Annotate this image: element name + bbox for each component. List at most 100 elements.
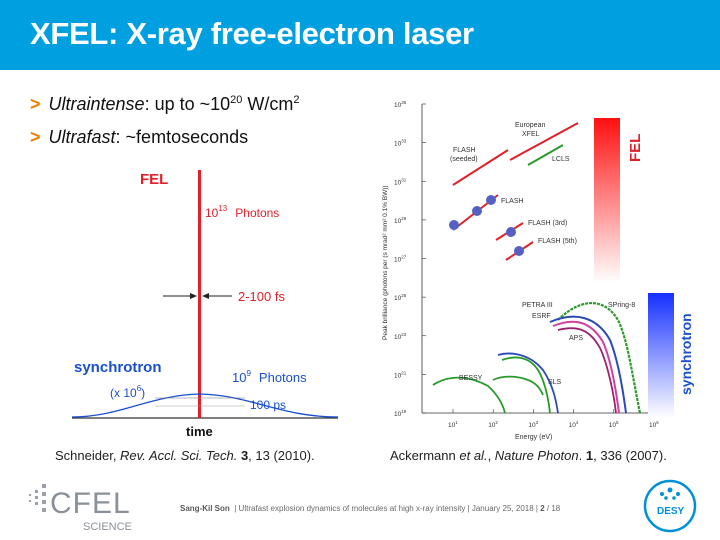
- sync-scale-text: (x 10: [110, 386, 137, 400]
- bullet-text: : ~femtoseconds: [115, 127, 249, 147]
- sync-photons-exp: 9: [246, 369, 251, 378]
- footer-sep: |: [465, 504, 472, 513]
- citation-rest: .: [578, 448, 586, 463]
- citation-left: Schneider, Rev. Accl. Sci. Tech. 3, 13 (…: [55, 448, 315, 463]
- sync-scale-exp: 6: [137, 384, 142, 393]
- footer-author: Sang-Kil Son: [180, 504, 230, 513]
- citation-rest2: , 336 (2007).: [593, 448, 667, 463]
- x-tick-label: 105: [609, 420, 619, 429]
- bullet-ultraintense: > Ultraintense: up to ~1020 W/cm2: [30, 94, 300, 115]
- y-tick-label: 1019: [394, 409, 407, 418]
- fel-duration-label: 2-100 fs: [238, 289, 285, 304]
- bullet-exponent: 20: [230, 94, 243, 106]
- fel-photons-word: Photons: [235, 206, 279, 220]
- title-bar: XFEL: X-ray free-electron laser: [0, 0, 720, 70]
- bullet-term: Ultrafast: [48, 127, 116, 147]
- flash-label: FLASH: [501, 198, 524, 205]
- chart-y-axis-label: Peak brilliance (photons per (s mrad² mm…: [382, 185, 389, 340]
- cfel-logo-text: CFEL: [50, 487, 131, 520]
- citation-rest: , 13 (2010).: [248, 448, 315, 463]
- sync-duration-label: 100 ps: [250, 398, 286, 412]
- flash-point: [486, 195, 496, 205]
- flash-point: [472, 206, 482, 216]
- flash-seeded-line: [452, 149, 509, 186]
- footer-page: 2: [540, 504, 545, 513]
- sls-curve: [492, 375, 544, 396]
- lcls-line: [527, 144, 564, 166]
- citation-etal: et al.: [459, 448, 488, 463]
- cfel-logo-mark: [29, 484, 46, 512]
- footer-talk-title: Ultrafast explosion dynamics of molecule…: [238, 504, 466, 513]
- sync-photons-base: 10: [232, 370, 246, 385]
- bessy-low-curve: [432, 376, 506, 414]
- sync-photons-label: 109 Photons: [232, 369, 307, 385]
- bullet-marker: >: [30, 94, 41, 114]
- x-tick-label: 103: [528, 420, 538, 429]
- synchrotron-gradient-bar: [648, 293, 674, 418]
- fel-gradient-bar: [594, 118, 620, 283]
- fel-photons-base: 10: [205, 206, 219, 220]
- lcls-label: LCLS: [552, 156, 570, 163]
- slide-title: XFEL: X-ray free-electron laser: [30, 16, 474, 51]
- sync-scale-label: (x 106): [110, 384, 145, 400]
- footer-total: 18: [551, 504, 561, 513]
- chart-x-axis-label: Energy (eV): [515, 434, 552, 441]
- flash-3rd-label: FLASH (3rd): [528, 220, 567, 227]
- pulse-comparison-figure: FEL 1013 Photons 2-100 fs synchrotron (x …: [71, 170, 339, 439]
- citation-volume: 3: [237, 448, 249, 463]
- flash-3rd-point: [506, 227, 516, 237]
- petra-esrf-label: PETRA III ESRF: [522, 302, 553, 320]
- x-tick-labels: 101 102 103 104 105 106: [448, 409, 659, 429]
- fel-label: FEL: [140, 171, 168, 188]
- desy-logo-text: DESY: [657, 506, 685, 517]
- y-tick-label: 1033: [394, 139, 407, 148]
- y-tick-label: 1021: [394, 370, 407, 379]
- desy-logo-mark: [660, 487, 680, 500]
- citation-journal: Rev. Accl. Sci. Tech.: [120, 448, 238, 463]
- bessy-curve-blue: [497, 352, 559, 414]
- bullet-text: : up to ~10: [144, 94, 231, 114]
- x-tick-label: 101: [448, 420, 458, 429]
- citation-authors: Ackermann: [390, 448, 460, 463]
- bessy-curve-green: [501, 356, 551, 414]
- cfel-science-logo: CFEL SCIENCE: [29, 484, 132, 533]
- desy-logo-circle: [643, 479, 697, 533]
- brilliance-chart: 1035 1033 1031 1029 1027 1025 1023 1021 1019 101…: [382, 100, 694, 441]
- flash-5th-label: FLASH (5th): [538, 238, 577, 245]
- fel-pulse-spike: [198, 170, 201, 418]
- synchrotron-label: synchrotron: [74, 359, 162, 376]
- spring8-curve: [557, 302, 642, 414]
- arrowhead-right: [202, 293, 209, 299]
- flash-point: [449, 220, 459, 230]
- desy-logo: DESY: [643, 479, 697, 533]
- bullet-ultrafast: > Ultrafast: ~femtoseconds: [30, 127, 248, 148]
- y-tick-label: 1029: [394, 216, 407, 225]
- bullet-marker: >: [30, 127, 41, 147]
- y-tick-label: 1035: [394, 100, 407, 109]
- time-axis-label: time: [186, 424, 213, 439]
- bullet-term: Ultraintense: [48, 94, 145, 114]
- y-tick-labels: 1035 1033 1031 1029 1027 1025 1023 1021 1019: [394, 100, 426, 418]
- y-tick-label: 1031: [394, 177, 407, 186]
- footer-sep: |: [232, 504, 239, 513]
- flash-seeded-label: FLASH (seeded): [450, 147, 478, 163]
- y-tick-label: 1025: [394, 293, 407, 302]
- sync-scale-close: ): [141, 386, 145, 400]
- citation-volume: 1: [585, 448, 594, 463]
- footer-date: January 25, 2018: [471, 504, 534, 513]
- cfel-logo-science: SCIENCE: [83, 521, 132, 533]
- y-tick-label: 1027: [394, 255, 407, 264]
- european-xfel-label: European XFEL: [515, 122, 545, 138]
- citation-journal: Nature Photon: [494, 448, 579, 463]
- spring8-label: SPring-8: [608, 302, 635, 309]
- sync-photons-word: Photons: [259, 370, 307, 385]
- petra-curve: [549, 315, 627, 414]
- footer: Sang-Kil Son | Ultrafast explosion dynam…: [180, 504, 560, 513]
- fel-photons-label: 1013 Photons: [205, 204, 279, 220]
- fel-photons-exp: 13: [218, 204, 227, 213]
- flash-5th-point: [514, 246, 524, 256]
- y-tick-label: 1023: [394, 332, 407, 341]
- footer-sep: |: [533, 504, 541, 513]
- x-tick-label: 102: [488, 420, 498, 429]
- footer-slash: /: [544, 504, 552, 513]
